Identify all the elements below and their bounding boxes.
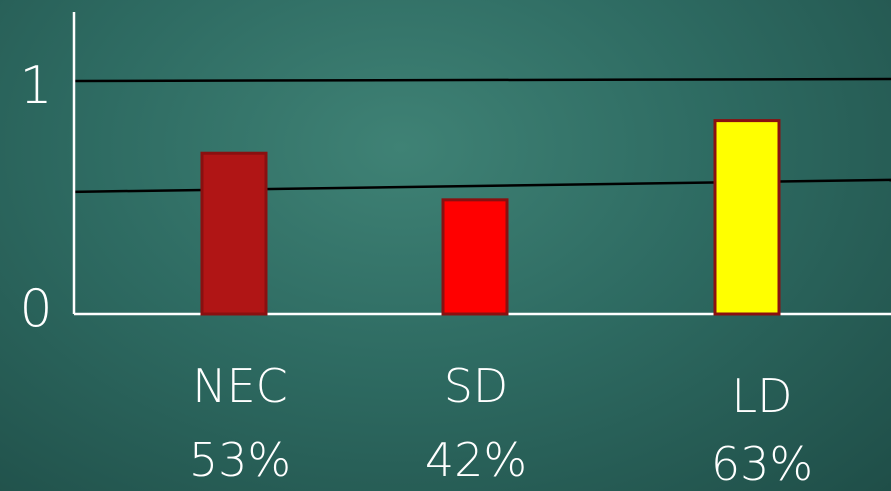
bar-nec (200, 151, 268, 316)
category-label: LD (731, 369, 792, 423)
bar-sd (441, 198, 509, 316)
category-label: SD (444, 359, 509, 413)
category-label: NEC (192, 359, 288, 413)
gridline (73, 77, 891, 83)
y-tick-label: 1 (19, 56, 52, 116)
value-label: 42% (425, 433, 527, 487)
bars (200, 119, 781, 316)
bar-ld (713, 119, 781, 316)
value-label: 63% (711, 437, 813, 491)
y-tick-labels: 01 (19, 56, 52, 339)
category-labels: NEC 53% SD 42% LD 63% (189, 359, 813, 491)
value-label: 53% (189, 433, 291, 487)
y-tick-label: 0 (19, 279, 52, 339)
